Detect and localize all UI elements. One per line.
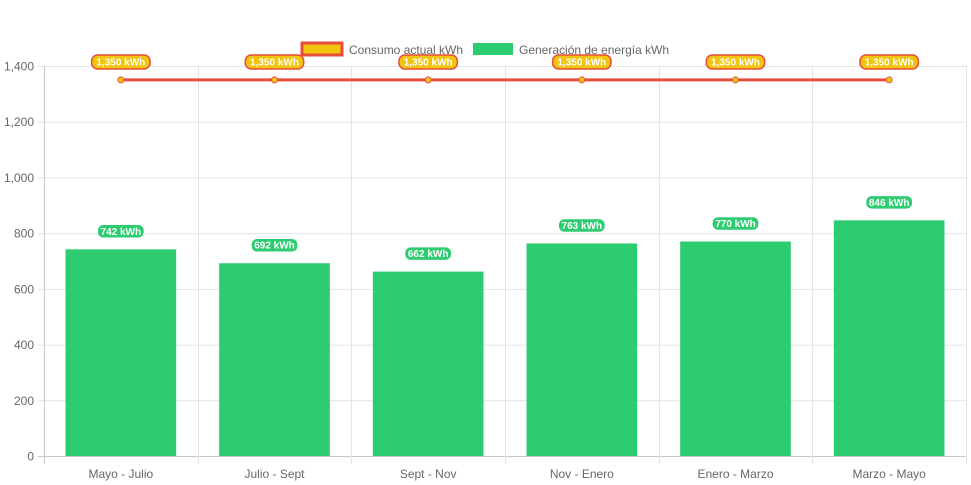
bar-data-label: 770 kWh bbox=[715, 219, 756, 230]
line-point bbox=[271, 76, 278, 84]
bar-data-label-bg bbox=[557, 217, 607, 234]
line-data-label-bg bbox=[551, 54, 612, 70]
bar-data-label: 742 kWh bbox=[101, 227, 142, 238]
line-data-label: 1,350 kWh bbox=[865, 58, 914, 69]
bar-data-label: 662 kWh bbox=[408, 249, 449, 260]
line-data-label-bg bbox=[244, 54, 305, 70]
line-data-label: 1,350 kWh bbox=[557, 58, 606, 69]
legend-swatch-generacion bbox=[473, 43, 513, 55]
line-data-label-bg bbox=[90, 54, 151, 70]
line-point bbox=[424, 76, 432, 84]
bar bbox=[833, 220, 945, 456]
bar-data-label: 763 kWh bbox=[562, 221, 603, 232]
y-tick-label: 600 bbox=[14, 282, 34, 296]
y-tick-label: 1,000 bbox=[4, 171, 34, 185]
line-point bbox=[732, 76, 739, 84]
x-tick-label: Julio - Sept bbox=[244, 467, 305, 481]
y-tick-label: 800 bbox=[14, 227, 34, 241]
y-tick-label: 0 bbox=[27, 450, 34, 464]
line-data-label: 1,350 kWh bbox=[250, 58, 299, 69]
bar-data-label: 846 kWh bbox=[869, 198, 910, 209]
bar bbox=[680, 241, 791, 456]
bar bbox=[526, 243, 638, 456]
x-tick-label: Mayo - Julio bbox=[88, 467, 153, 481]
bar bbox=[65, 249, 177, 456]
y-tick-label: 200 bbox=[14, 394, 34, 408]
line-point bbox=[885, 76, 893, 84]
bar bbox=[219, 263, 330, 456]
line-data-label: 1,350 kWh bbox=[96, 58, 145, 69]
bar-data-label-bg bbox=[711, 215, 760, 232]
bar-data-label: 692 kWh bbox=[254, 241, 295, 252]
bar-data-label-bg bbox=[403, 245, 453, 262]
legend-label-generacion: Generación de energía kWh bbox=[519, 43, 669, 57]
line-data-label-bg bbox=[859, 54, 920, 70]
x-tick-label: Nov - Enero bbox=[550, 467, 614, 481]
line-data-label: 1,350 kWh bbox=[711, 58, 760, 69]
line-data-label-bg bbox=[398, 54, 459, 70]
line-data-label-bg bbox=[705, 54, 766, 70]
legend-swatch-consumo bbox=[300, 41, 344, 57]
x-tick-label: Marzo - Mayo bbox=[852, 467, 926, 481]
line-point bbox=[578, 76, 586, 84]
x-tick-label: Enero - Marzo bbox=[697, 467, 773, 481]
x-tick-label: Sept - Nov bbox=[400, 467, 457, 481]
y-tick-label: 1,200 bbox=[4, 115, 34, 129]
bar bbox=[372, 271, 484, 456]
line-data-label: 1,350 kWh bbox=[404, 58, 453, 69]
bar-data-label-bg bbox=[864, 194, 914, 211]
line-point bbox=[117, 76, 125, 84]
bar-data-label-bg bbox=[96, 223, 146, 240]
legend-label-consumo: Consumo actual kWh bbox=[349, 43, 463, 57]
y-tick-label: 1,400 bbox=[4, 60, 34, 74]
bar-data-label-bg bbox=[250, 237, 299, 253]
y-tick-label: 400 bbox=[14, 338, 34, 352]
